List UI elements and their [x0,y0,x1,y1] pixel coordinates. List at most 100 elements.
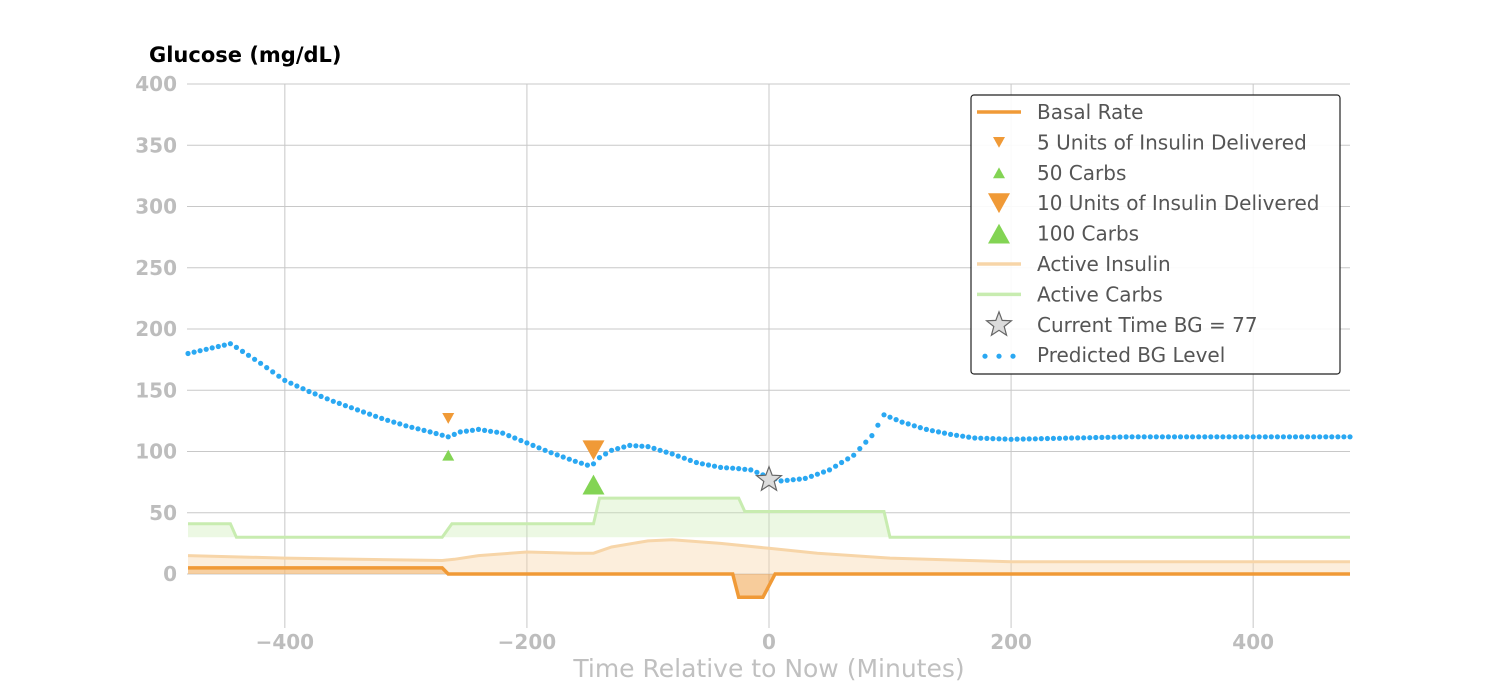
predicted-bg-point [1341,434,1347,440]
line-layer [185,341,1353,600]
predicted-bg-point [536,445,542,451]
predicted-bg-point [1250,434,1256,440]
predicted-bg-point [603,451,609,457]
predicted-bg-point [754,469,760,475]
carbs-marker [442,449,455,461]
predicted-bg-point [288,380,294,386]
x-tick-label: 400 [1232,630,1274,654]
predicted-bg-point [814,471,821,477]
predicted-bg-point [488,428,494,434]
legend-current-swatch [984,310,1014,337]
predicted-bg-point [627,442,633,448]
predicted-bg-point [1014,436,1020,442]
insulin-delivered-marker [442,413,455,424]
predicted-bg-point [282,377,288,383]
x-axis-label: Time Relative to Now (Minutes) [572,654,964,683]
predicted-bg-point [494,429,500,435]
legend-carbs100-swatch [988,223,1010,244]
predicted-bg-point [699,461,706,467]
x-tick-label: −200 [498,630,557,654]
predicted-bg-point [911,423,917,429]
predicted-bg-point [917,425,923,431]
predicted-bg-point [1305,434,1311,440]
predicted-bg-point [941,430,948,436]
predicted-bg-point [530,442,536,448]
legend-item-predicted: Predicted BG Level [982,343,1225,367]
legend-label: 10 Units of Insulin Delivered [1037,191,1320,215]
predicted-bg-point [802,475,808,481]
predicted-bg-point [826,467,833,473]
predicted-bg-point [385,417,391,423]
predicted-bg-point [500,430,506,436]
predicted-bg-point [905,421,911,427]
predicted-bg-point [258,360,264,366]
predicted-bg-point [1190,434,1196,440]
legend-item-current: Current Time BG = 77 [984,310,1258,337]
legend-item-active-insulin: Active Insulin [977,252,1171,276]
predicted-bg-point [1171,434,1178,440]
predicted-bg-point [820,469,827,475]
predicted-bg-point [391,419,397,425]
predicted-bg-point [415,426,421,432]
predicted-bg-point [784,477,790,483]
predicted-bg-point [1002,436,1008,442]
predicted-bg-point [1311,434,1317,440]
predicted-bg-point [1063,435,1069,441]
predicted-bg-point [215,343,221,350]
predicted-bg-point [300,386,306,392]
predicted-bg-point [839,459,845,466]
y-tick-label: 350 [135,133,177,157]
predicted-bg-point [560,454,566,460]
predicted-bg-point [397,421,403,427]
insulin-delivered-marker [582,440,605,461]
predicted-bg-point [1196,434,1202,440]
predicted-bg-point [1299,434,1305,440]
predicted-bg-point [863,439,869,445]
predicted-bg-point [1317,434,1323,440]
predicted-bg-point [1099,434,1105,440]
legend-predicted-swatch [996,353,1002,359]
predicted-bg-point [1129,434,1135,440]
legend-label: 100 Carbs [1037,222,1139,246]
predicted-bg-point [367,411,373,417]
predicted-bg-point [451,431,457,437]
legend-item-basal: Basal Rate [977,100,1143,124]
current-time-bg-marker [754,464,784,492]
predicted-bg-point [687,457,693,463]
predicted-bg-point [227,341,233,347]
y-tick-label: 50 [149,501,177,525]
predicted-bg-point [348,405,354,411]
predicted-bg-point [1087,435,1093,441]
legend-item-insulin5: 5 Units of Insulin Delivered [993,130,1307,154]
predicted-bg-point [1093,434,1099,441]
predicted-bg-point [1141,434,1147,440]
predicted-bg-point [1220,434,1226,440]
predicted-bg-point [796,476,802,482]
legend-insulin10-swatch [988,193,1010,214]
predicted-bg-point [887,414,893,420]
predicted-bg-point [669,451,675,457]
marker-layer [442,413,784,495]
predicted-bg-point [948,431,954,437]
predicted-bg-point [748,467,754,473]
predicted-bg-point [881,412,887,418]
y-tick-label: 300 [135,195,177,219]
predicted-bg-point [1026,436,1032,442]
predicted-bg-point [1238,434,1244,440]
predicted-bg-point [1044,435,1050,442]
predicted-bg-point [1117,434,1123,440]
predicted-bg-point [330,398,336,404]
predicted-bg-point [506,433,512,439]
predicted-bg-point [457,429,463,435]
predicted-bg-point [518,437,524,444]
predicted-bg-point [929,428,936,434]
legend-item-carbs50: 50 Carbs [993,161,1126,185]
predicted-bg-point [893,417,899,423]
predicted-bg-point [445,434,451,440]
predicted-bg-point [990,436,996,442]
predicted-bg-point [954,432,960,438]
predicted-bg-point [252,356,258,362]
legend-label: 5 Units of Insulin Delivered [1037,130,1307,154]
predicted-bg-point [645,444,651,450]
predicted-bg-point [439,432,445,438]
